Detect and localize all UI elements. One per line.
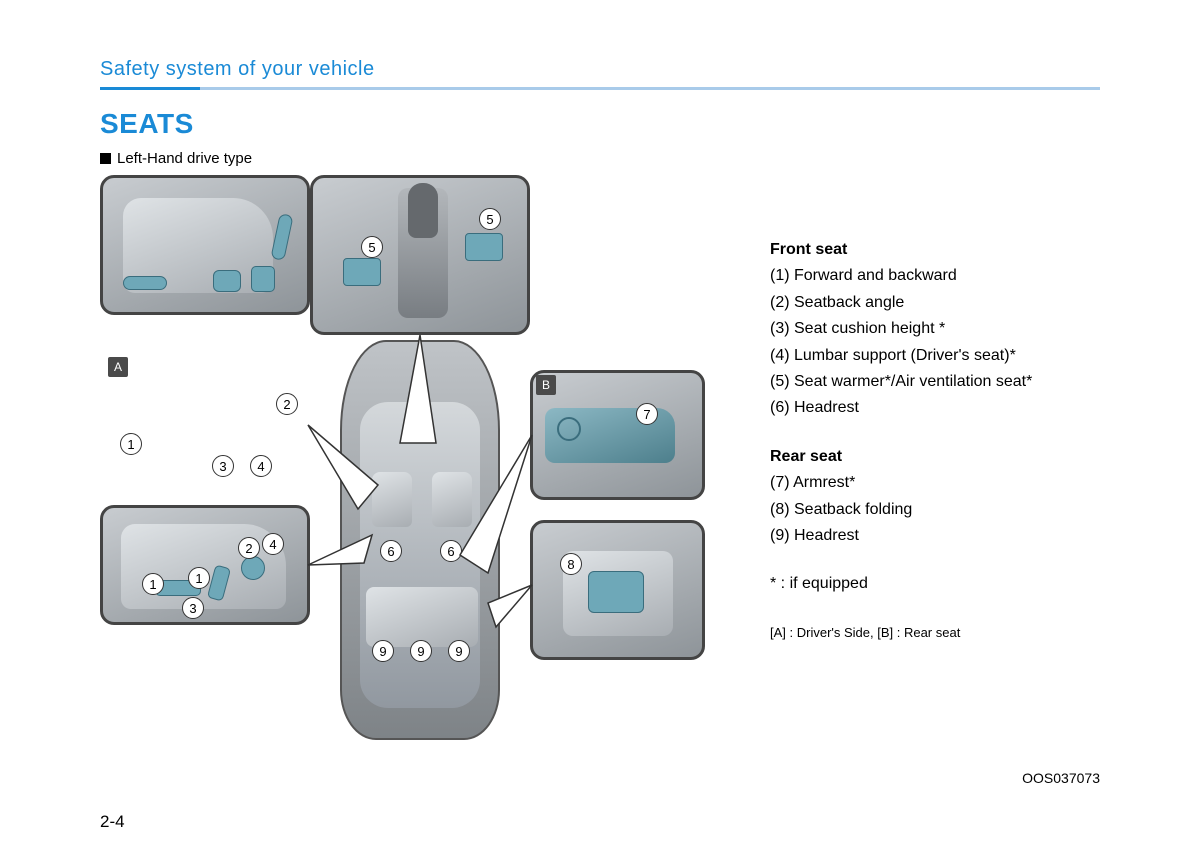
callout-4a: 4 [250,455,272,477]
panel-seat-power [100,505,310,625]
legend-key: [A] : Driver's Side, [B] : Rear seat [770,622,1110,643]
section-title: SEATS [100,108,1100,140]
legend-item-6: (6) Headrest [770,395,1110,421]
callout-3b: 3 [182,597,204,619]
panel-seatback-fold [530,520,705,660]
panel-seat-manual [100,175,310,315]
panel-letter-a: A [108,357,128,377]
front-seat-right [432,472,472,527]
front-seat-heading: Front seat [770,237,1110,263]
drive-type-text: Left-Hand drive type [117,150,252,167]
header-rule [100,87,1100,90]
figure-code: OOS037073 [1022,770,1100,786]
callout-2a: 2 [276,393,298,415]
callout-9c: 9 [448,640,470,662]
panel-armrest [530,370,705,500]
pctrl-lumbar [241,556,265,580]
panel-console: 5 5 [310,175,530,335]
legend-item-2: (2) Seatback angle [770,290,1110,316]
panel-letter-b: B [536,375,556,395]
legend-footnote: * : if equipped [770,571,1110,597]
callout-8: 8 [560,553,582,575]
legend-text: Front seat (1) Forward and backward (2) … [770,237,1110,643]
callout-1b: 1 [142,573,164,595]
callout-6a: 6 [380,540,402,562]
cupholder [557,417,581,441]
vehicle-top-view: 6 6 9 9 9 [340,340,500,740]
rear-bench [366,587,478,647]
legend-item-9: (9) Headrest [770,523,1110,549]
callout-6b: 6 [440,540,462,562]
seat-diagram: 6 6 9 9 9 5 5 A 1 2 3 4 1 1 2 3 4 [100,175,700,765]
callout-5a: 5 [361,236,383,258]
callout-4b: 4 [262,533,284,555]
chapter-title: Safety system of your vehicle [100,58,1100,81]
callout-9b: 9 [410,640,432,662]
callout-9a: 9 [372,640,394,662]
rear-seat-heading: Rear seat [770,444,1110,470]
page-number: 2-4 [100,812,125,832]
shifter-knob [408,183,438,238]
seat-warmer-right [465,233,503,261]
fold-lever [588,571,644,613]
callout-1a: 1 [120,433,142,455]
front-seat-left [372,472,412,527]
legend-item-4: (4) Lumbar support (Driver's seat)* [770,343,1110,369]
callout-2b: 2 [238,537,260,559]
callout-7: 7 [636,403,658,425]
ctrl-recline [270,213,293,261]
seat-warmer-left [343,258,381,286]
legend-item-7: (7) Armrest* [770,470,1110,496]
callout-1c: 1 [188,567,210,589]
drive-type-label: Left-Hand drive type [100,150,1100,167]
ctrl-height [213,270,241,292]
callout-3a: 3 [212,455,234,477]
callout-5b: 5 [479,208,501,230]
ctrl-lumbar [251,266,275,292]
legend-item-3: (3) Seat cushion height * [770,316,1110,342]
legend-item-8: (8) Seatback folding [770,497,1110,523]
bullet-square-icon [100,153,111,164]
legend-item-1: (1) Forward and backward [770,263,1110,289]
legend-item-5: (5) Seat warmer*/Air ventilation seat* [770,369,1110,395]
ctrl-forward [123,276,167,290]
